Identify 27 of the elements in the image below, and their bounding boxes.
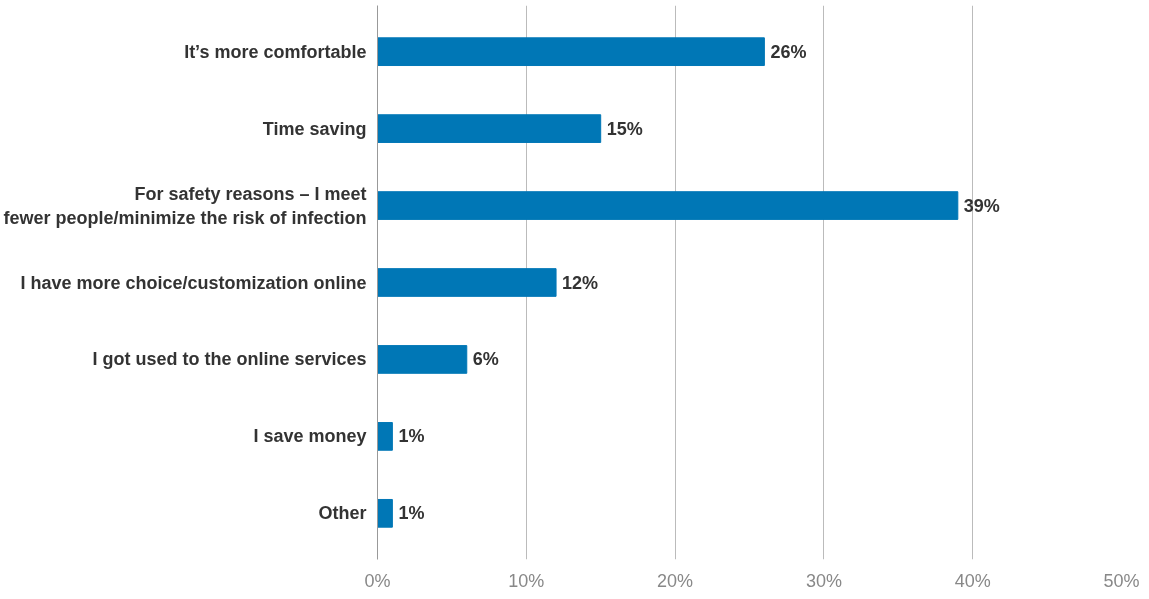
bar bbox=[377, 268, 557, 297]
data-label: 26% bbox=[770, 41, 807, 62]
bar bbox=[377, 498, 393, 528]
y-tick-label: I save money bbox=[253, 426, 367, 447]
data-label: 12% bbox=[562, 272, 599, 293]
y-tick-label: I have more choice/customization online bbox=[20, 272, 367, 293]
y-tick-label: For safety reasons – I meet fewer people/minimize the risk of infection bbox=[3, 183, 367, 228]
bar bbox=[377, 114, 602, 143]
bar bbox=[377, 422, 393, 451]
y-tick-label: Time saving bbox=[262, 118, 367, 139]
y-tick-label: Other bbox=[318, 503, 367, 524]
x-tick-label: 30% bbox=[805, 570, 842, 591]
data-label: 1% bbox=[398, 503, 425, 524]
data-label: 39% bbox=[963, 195, 1000, 216]
x-tick-label: 20% bbox=[657, 570, 694, 591]
bar bbox=[377, 345, 468, 374]
y-tick-label: I got used to the online services bbox=[92, 349, 367, 370]
y-tick-label: It’s more comfortable bbox=[184, 41, 367, 62]
data-label: 1% bbox=[398, 426, 425, 447]
data-label: 6% bbox=[472, 349, 499, 370]
x-tick-label: 10% bbox=[508, 570, 545, 591]
bar bbox=[377, 37, 765, 67]
x-tick-label: 0% bbox=[364, 570, 391, 591]
x-tick-label: 40% bbox=[954, 570, 991, 591]
x-tick-label: 50% bbox=[1103, 570, 1140, 591]
data-label: 15% bbox=[606, 118, 643, 139]
bar bbox=[377, 191, 959, 220]
